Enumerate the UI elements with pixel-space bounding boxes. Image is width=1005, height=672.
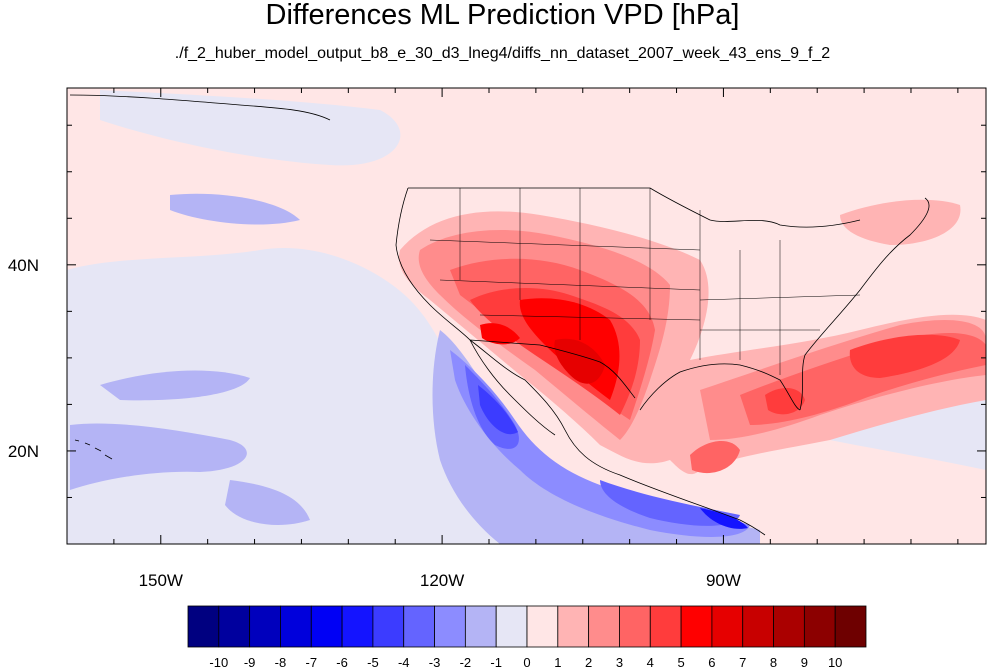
alaska-coast-line — [69, 94, 331, 121]
field-negative-4 — [600, 480, 740, 526]
colorbar-swatch — [834, 605, 867, 648]
field-positive-6 — [480, 323, 520, 345]
colorbar-tick-label: 4 — [647, 655, 654, 670]
west-coast-line — [395, 187, 766, 536]
colorbar-tick-label: -6 — [336, 655, 348, 670]
x-tick-label: 90W — [706, 571, 741, 590]
colorbar-swatch — [711, 605, 744, 648]
colorbar-tick-label: -3 — [429, 655, 441, 670]
colorbar-swatch — [588, 605, 620, 648]
field-positive-5 — [765, 388, 805, 415]
colorbar-tick-label: -9 — [244, 655, 256, 670]
state-line — [479, 314, 701, 321]
canada-us-border — [408, 187, 861, 228]
field-positive-2 — [840, 199, 961, 245]
colorbar-swatch — [773, 605, 805, 648]
colorbar-tick-label: -4 — [398, 655, 410, 670]
colorbar-swatch — [742, 605, 774, 648]
field-positive-5 — [849, 334, 960, 378]
colorbar-swatch — [187, 605, 220, 648]
colorbar-tick-label: -8 — [275, 655, 287, 670]
y-tick-label: 20N — [8, 442, 39, 461]
colorbar-tick-label: 5 — [677, 655, 684, 670]
colorbar-tick-label: -7 — [305, 655, 317, 670]
colorbar-swatch — [557, 605, 590, 648]
colorbar-tick-label: 9 — [801, 655, 808, 670]
state-boundaries — [429, 188, 861, 375]
y-tick-label: 40N — [8, 256, 39, 275]
colorbar-swatch — [372, 605, 405, 648]
colorbar-swatch — [310, 605, 343, 648]
colorbar: -10 -9 -8 -7 -6 -5 -4 -3 -2 -1 0 1 2 3 4 5 6 7 8 9 10 — [187, 605, 867, 670]
field-negative-2 — [170, 193, 300, 225]
colorbar-swatch — [464, 605, 497, 648]
x-tick-label: 120W — [420, 571, 464, 590]
field-negative-6 — [700, 508, 748, 529]
map-subtitle: ./f_2_huber_model_output_b8_e_30_d3_lneg… — [174, 45, 831, 62]
field-negative-5 — [478, 385, 518, 435]
us-mexico-border — [469, 339, 636, 399]
field-negative-2 — [100, 370, 250, 401]
colorbar-tick-label: -10 — [209, 655, 228, 670]
colorbar-swatch — [803, 605, 836, 648]
plot-frame — [66, 87, 987, 545]
field-positive-4 — [690, 440, 740, 474]
baja-peninsula-line — [469, 339, 556, 436]
east-coast-line — [799, 197, 930, 411]
colorbar-swatch — [526, 605, 559, 648]
colorbar-swatch — [495, 605, 528, 648]
colorbar-tick-label: 7 — [739, 655, 746, 670]
map-title: Differences ML Prediction VPD [hPa] — [265, 0, 740, 31]
colorbar-tick-label: 3 — [616, 655, 623, 670]
coastlines — [69, 94, 930, 536]
state-line — [429, 239, 701, 251]
colorbar-swatch — [218, 605, 251, 648]
colorbar-swatch — [619, 605, 651, 648]
colorbar-tick-label: -5 — [367, 655, 379, 670]
gulf-coast-line — [639, 363, 801, 411]
vpd-difference-field — [67, 88, 986, 544]
colorbar-tick-label: 0 — [523, 655, 530, 670]
colorbar-swatch — [680, 605, 713, 648]
colorbar-swatch — [434, 605, 466, 648]
hawaii-islands — [74, 439, 113, 460]
colorbar-tick-label: -2 — [460, 655, 472, 670]
colorbar-tick-label: 10 — [828, 655, 842, 670]
field-negative-light — [100, 90, 401, 166]
colorbar-swatch — [249, 605, 281, 648]
field-positive-7 — [554, 338, 605, 384]
colorbar-swatch — [403, 605, 435, 648]
colorbar-swatch — [341, 605, 374, 648]
field-negative-2 — [225, 480, 310, 525]
field-negative-2 — [432, 330, 760, 544]
colorbar-tick-label: 2 — [585, 655, 592, 670]
colorbar-swatch — [649, 605, 682, 648]
colorbar-tick-label: 8 — [770, 655, 777, 670]
colorbar-tick-label: 6 — [708, 655, 715, 670]
field-negative-2 — [70, 423, 247, 490]
state-line — [439, 279, 701, 291]
colorbar-tick-label: 1 — [554, 655, 561, 670]
colorbar-swatch — [280, 605, 312, 648]
colorbar-tick-label: -1 — [490, 655, 502, 670]
x-tick-label: 150W — [139, 571, 183, 590]
axis-ticks: 150W 120W 90W 40N 20N — [8, 88, 986, 590]
